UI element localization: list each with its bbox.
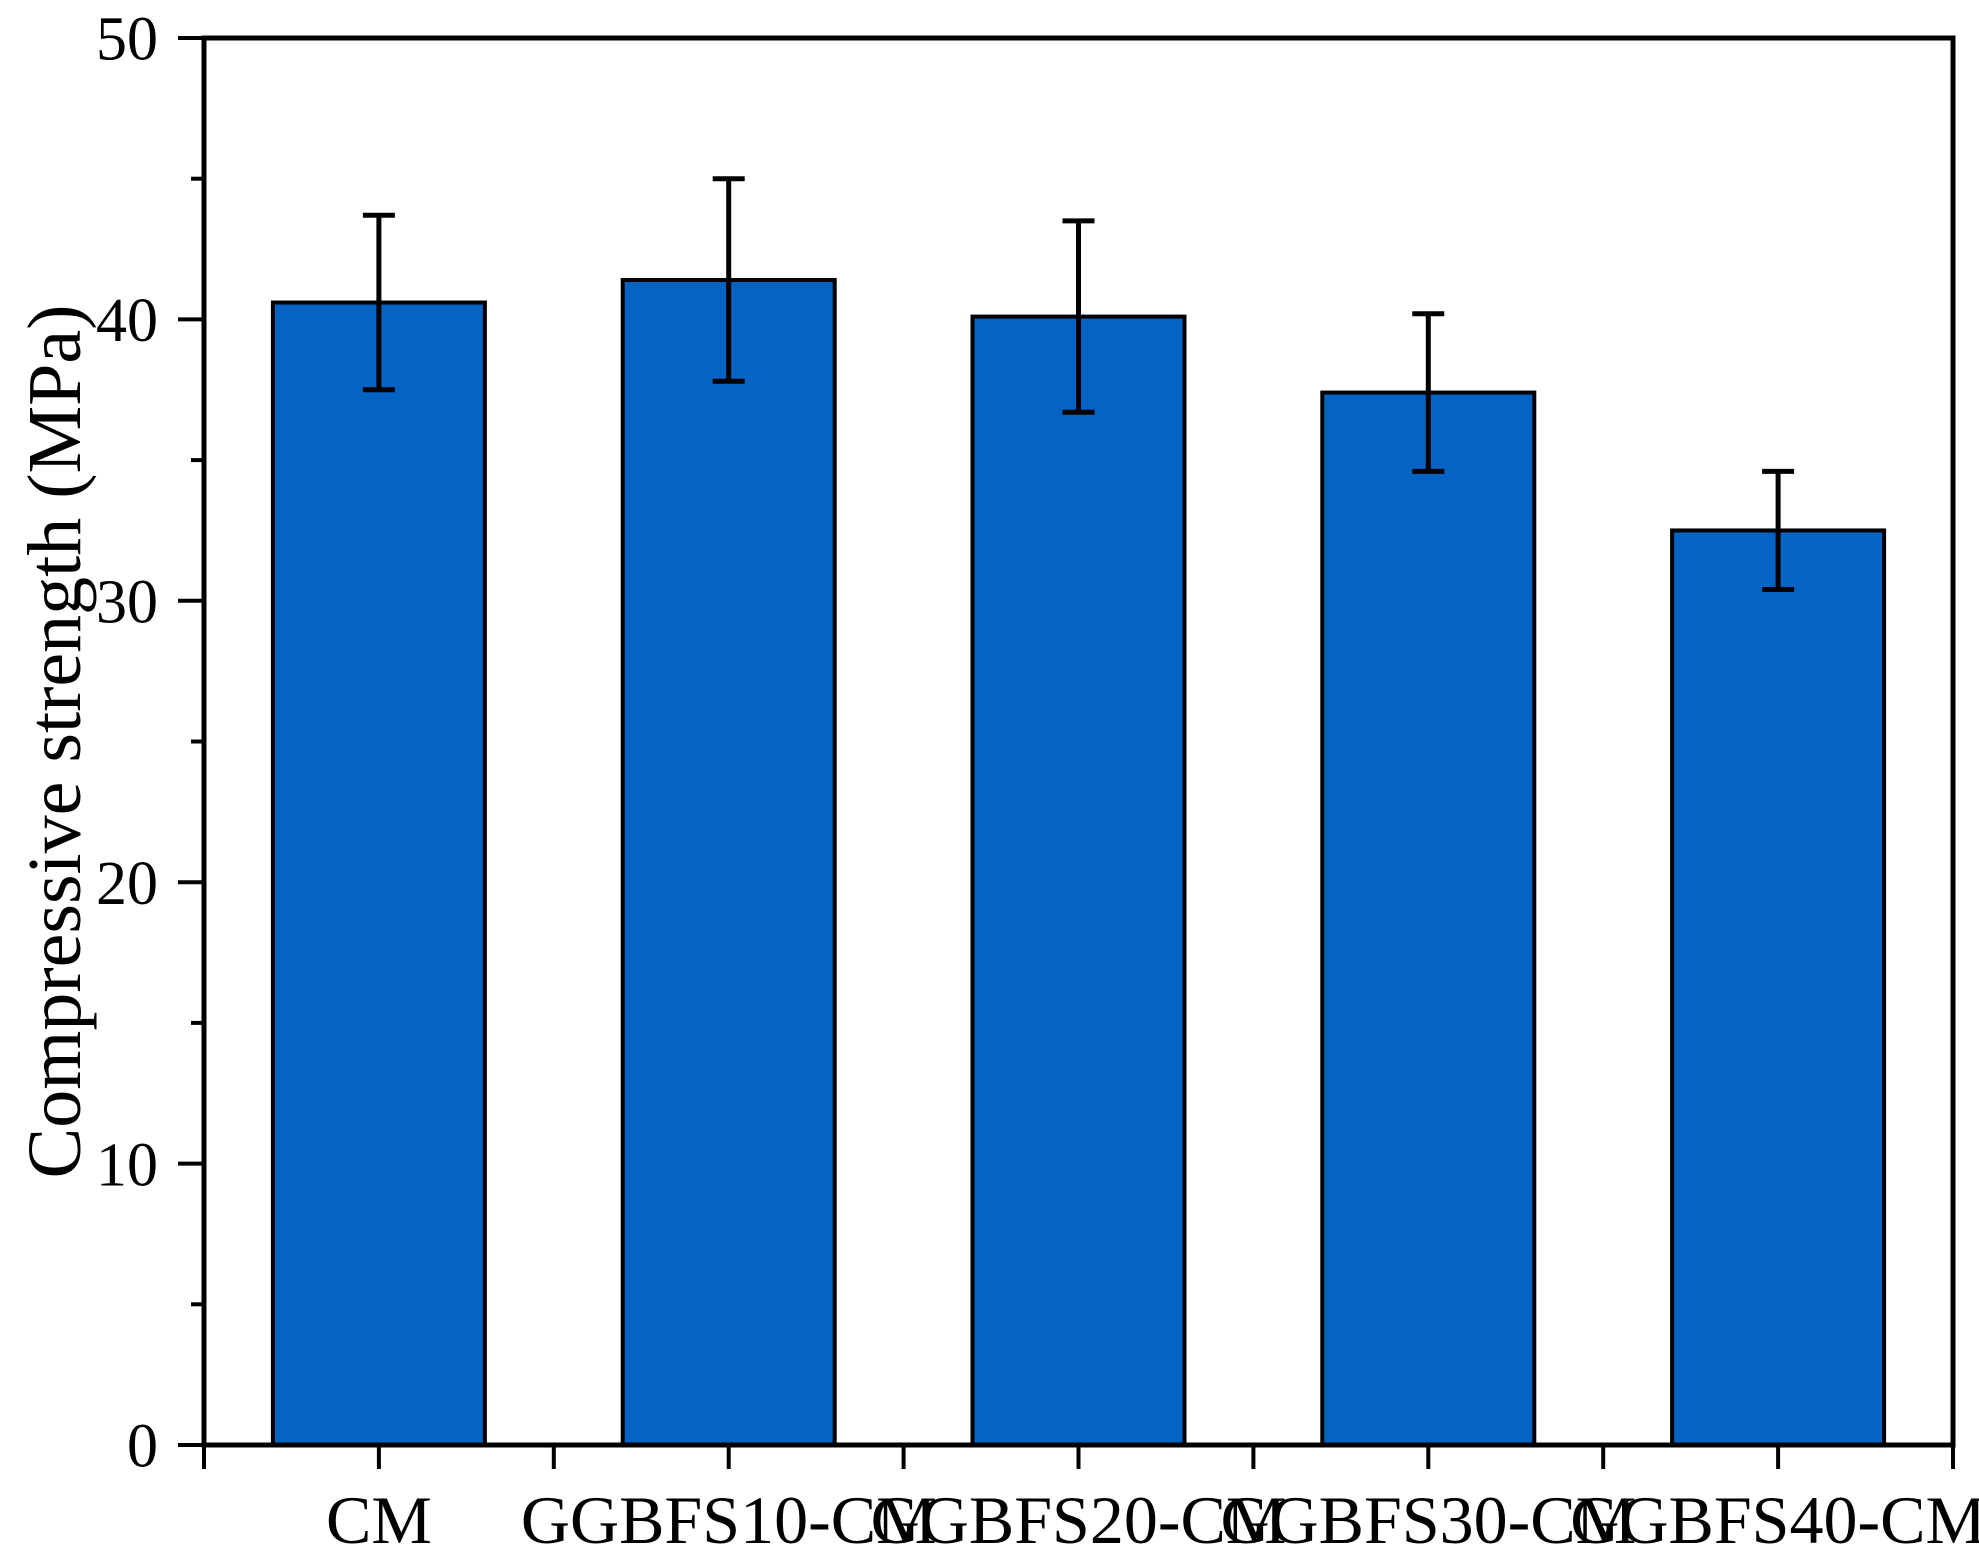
- error-bars-layer: [362, 176, 1795, 593]
- y-tick-label-30: 30: [96, 569, 158, 637]
- y-axis-title: Compressive strength (MPa): [13, 305, 97, 1179]
- x-tick-label-GGBFS30-CM: GGBFS30-CM: [1220, 1482, 1636, 1558]
- bar-GGBFS40-CM: [1670, 528, 1887, 1447]
- x-tick-label-CM: CM: [326, 1482, 432, 1558]
- error-bar-GGBFS20-CM: [1062, 218, 1095, 415]
- bar-GGBFS20-CM: [970, 314, 1187, 1447]
- axis-labels-layer: 0 10 20 30 40 50 CM GGBFS10-CMGGBFS20-CMGGBFS30…: [96, 6, 1979, 1558]
- error-bar-GGBFS40-CM: [1762, 468, 1795, 593]
- error-bar-GGBFS10-CM: [712, 176, 745, 384]
- bar-GGBFS10-CM: [620, 278, 837, 1447]
- bars-layer: [270, 278, 1887, 1448]
- x-tick-label-GGBFS40-CM: GGBFS40-CM: [1570, 1482, 1979, 1558]
- y-tick-label-20: 20: [96, 850, 158, 918]
- error-bar-GGBFS30-CM: [1412, 311, 1445, 474]
- y-tick-label-40: 40: [96, 287, 158, 355]
- error-bar-CM: [362, 212, 395, 393]
- axis-ticks-layer: [178, 36, 1955, 1469]
- y-tick-label-10: 10: [96, 1131, 158, 1199]
- bar-CM: [270, 300, 487, 1447]
- x-tick-label-GGBFS20-CM: GGBFS20-CM: [871, 1482, 1287, 1558]
- bar-GGBFS30-CM: [1320, 390, 1537, 1448]
- y-tick-label-50: 50: [96, 6, 158, 74]
- x-tick-label-GGBFS10-CM: GGBFS10-CM: [521, 1482, 937, 1558]
- y-tick-label-0: 0: [127, 1413, 158, 1481]
